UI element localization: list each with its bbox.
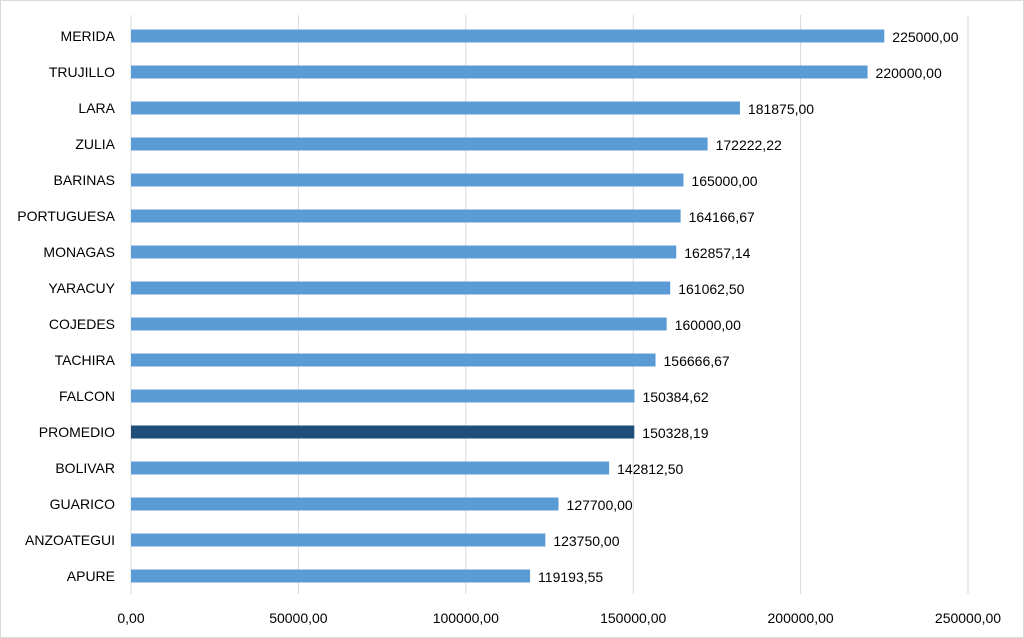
value-label: 150328,19 bbox=[642, 425, 708, 441]
category-labels: MERIDA TRUJILLO LARA ZULIA BARINAS PORTUGUESA… bbox=[17, 28, 115, 584]
x-tick-label: 250000,00 bbox=[935, 610, 1001, 626]
value-label: 164166,67 bbox=[689, 209, 755, 225]
value-label: 172222,22 bbox=[716, 137, 782, 153]
category-label: PORTUGUESA bbox=[17, 208, 115, 224]
category-label: COJEDES bbox=[49, 316, 115, 332]
bar bbox=[131, 281, 671, 295]
value-label: 156666,67 bbox=[664, 353, 730, 369]
category-label: BARINAS bbox=[54, 172, 115, 188]
bar bbox=[131, 173, 684, 187]
value-label: 225000,00 bbox=[892, 29, 958, 45]
category-label: MONAGAS bbox=[43, 244, 115, 260]
bar bbox=[131, 209, 681, 223]
value-label: 220000,00 bbox=[876, 65, 942, 81]
category-label: APURE bbox=[67, 568, 115, 584]
bar bbox=[131, 245, 677, 259]
x-tick-label: 150000,00 bbox=[600, 610, 666, 626]
bar-highlight bbox=[131, 425, 635, 439]
bar bbox=[131, 101, 740, 115]
bar bbox=[131, 389, 635, 403]
x-tick-labels: 0,00 50000,00 100000,00 150000,00 200000,00 2… bbox=[117, 610, 1001, 626]
bar bbox=[131, 317, 667, 331]
x-tick-label: 50000,00 bbox=[269, 610, 328, 626]
value-label: 165000,00 bbox=[691, 173, 757, 189]
value-label: 142812,50 bbox=[617, 461, 683, 477]
value-label: 162857,14 bbox=[684, 245, 750, 261]
category-label: FALCON bbox=[59, 388, 115, 404]
value-label: 150384,62 bbox=[642, 389, 708, 405]
value-label: 160000,00 bbox=[675, 317, 741, 333]
category-label: TRUJILLO bbox=[49, 64, 115, 80]
x-tick-label: 100000,00 bbox=[433, 610, 499, 626]
category-label: YARACUY bbox=[48, 280, 115, 296]
category-label: GUARICO bbox=[50, 496, 115, 512]
value-label: 123750,00 bbox=[553, 533, 619, 549]
category-label: PROMEDIO bbox=[39, 424, 115, 440]
category-label: MERIDA bbox=[61, 28, 116, 44]
value-label: 181875,00 bbox=[748, 101, 814, 117]
category-label: TACHIRA bbox=[55, 352, 116, 368]
category-label: ZULIA bbox=[75, 136, 115, 152]
category-label: ANZOATEGUI bbox=[25, 532, 115, 548]
bar bbox=[131, 137, 708, 151]
bar bbox=[131, 461, 610, 475]
bar bbox=[131, 65, 868, 79]
bars bbox=[131, 29, 885, 583]
bar bbox=[131, 569, 531, 583]
bar bbox=[131, 497, 559, 511]
category-label: BOLIVAR bbox=[55, 460, 115, 476]
bar bbox=[131, 533, 546, 547]
x-tick-label: 0,00 bbox=[117, 610, 144, 626]
value-label: 119193,55 bbox=[538, 569, 603, 585]
value-label: 161062,50 bbox=[678, 281, 744, 297]
value-labels: 225000,00 220000,00 181875,00 172222,22 1650… bbox=[538, 29, 959, 585]
category-label: LARA bbox=[78, 100, 115, 116]
value-label: 127700,00 bbox=[567, 497, 633, 513]
bar bbox=[131, 29, 885, 43]
x-tick-label: 200000,00 bbox=[768, 610, 834, 626]
bar bbox=[131, 353, 656, 367]
